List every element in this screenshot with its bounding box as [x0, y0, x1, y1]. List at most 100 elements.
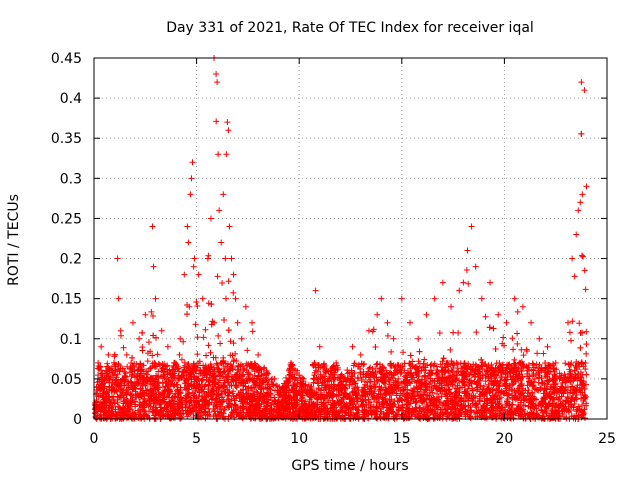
data-point: [190, 263, 197, 270]
data-point: [350, 388, 357, 395]
data-point: [115, 403, 122, 410]
data-point: [539, 380, 546, 387]
data-point: [373, 374, 380, 381]
data-point: [485, 373, 492, 380]
data-point: [315, 362, 322, 369]
data-point: [400, 387, 407, 394]
data-point: [575, 372, 582, 379]
data-point: [499, 340, 506, 347]
data-point: [408, 387, 415, 394]
data-point: [509, 335, 516, 342]
data-point: [575, 403, 582, 410]
data-point: [496, 400, 503, 407]
data-point: [232, 406, 239, 413]
data-point: [240, 367, 247, 374]
data-point: [102, 408, 109, 415]
data-point: [387, 383, 394, 390]
data-point: [463, 393, 470, 400]
data-point: [254, 411, 261, 418]
data-point: [314, 407, 321, 414]
data-point: [372, 365, 379, 372]
data-point: [529, 360, 536, 367]
data-point: [483, 363, 490, 370]
data-point: [174, 403, 181, 410]
data-point: [504, 408, 511, 415]
data-point: [365, 396, 372, 403]
data-point: [117, 382, 124, 389]
data-point: [138, 367, 145, 374]
data-point: [182, 403, 189, 410]
data-point: [347, 409, 354, 416]
data-point: [308, 406, 315, 413]
data-point: [530, 367, 537, 374]
data-point: [508, 405, 515, 412]
data-point: [224, 363, 231, 370]
data-point: [362, 388, 369, 395]
data-point: [191, 363, 198, 370]
data-point: [215, 412, 222, 419]
data-point: [369, 328, 376, 335]
data-point: [210, 364, 217, 371]
data-point: [495, 401, 502, 408]
data-point: [220, 357, 227, 364]
data-point: [149, 352, 156, 359]
data-point: [535, 387, 542, 394]
data-point: [514, 368, 521, 375]
data-point: [355, 407, 362, 414]
data-point: [568, 401, 575, 408]
data-point: [405, 406, 412, 413]
data-point: [413, 365, 420, 372]
data-point: [240, 382, 247, 389]
data-point: [95, 363, 102, 370]
data-point: [427, 379, 434, 386]
data-point: [379, 395, 386, 402]
data-point: [360, 374, 367, 381]
data-point: [467, 366, 474, 373]
data-point: [444, 405, 451, 412]
data-point: [94, 411, 101, 418]
data-point: [520, 352, 527, 359]
data-point: [508, 411, 515, 418]
data-point: [315, 385, 322, 392]
data-point: [201, 367, 208, 374]
data-point: [325, 368, 332, 375]
data-point: [507, 366, 514, 373]
data-point: [514, 395, 521, 402]
data-point: [448, 377, 455, 384]
data-point: [334, 374, 341, 381]
data-point: [152, 410, 159, 417]
data-point: [383, 411, 390, 418]
data-point: [213, 395, 220, 402]
data-point: [510, 415, 517, 422]
data-point: [415, 392, 422, 399]
data-point: [207, 366, 214, 373]
data-point: [520, 362, 527, 369]
data-point: [413, 408, 420, 415]
data-point: [439, 358, 446, 365]
data-point: [367, 378, 374, 385]
data-point: [157, 399, 164, 406]
data-point: [571, 367, 578, 374]
data-point: [263, 403, 270, 410]
data-point: [187, 381, 194, 388]
data-point: [460, 370, 467, 377]
data-point: [437, 406, 444, 413]
data-point: [579, 252, 586, 259]
data-point: [544, 381, 551, 388]
data-point: [400, 349, 407, 356]
data-point: [530, 382, 537, 389]
data-point: [170, 400, 177, 407]
data-point: [347, 400, 354, 407]
data-point: [154, 398, 161, 405]
data-point: [570, 386, 577, 393]
data-point: [578, 359, 585, 366]
data-point: [488, 367, 495, 374]
data-point: [452, 393, 459, 400]
data-point: [504, 400, 511, 407]
data-point: [229, 352, 236, 359]
data-point: [527, 396, 534, 403]
data-point: [270, 381, 277, 388]
data-point: [127, 392, 134, 399]
data-point: [397, 370, 404, 377]
data-point: [225, 278, 232, 285]
